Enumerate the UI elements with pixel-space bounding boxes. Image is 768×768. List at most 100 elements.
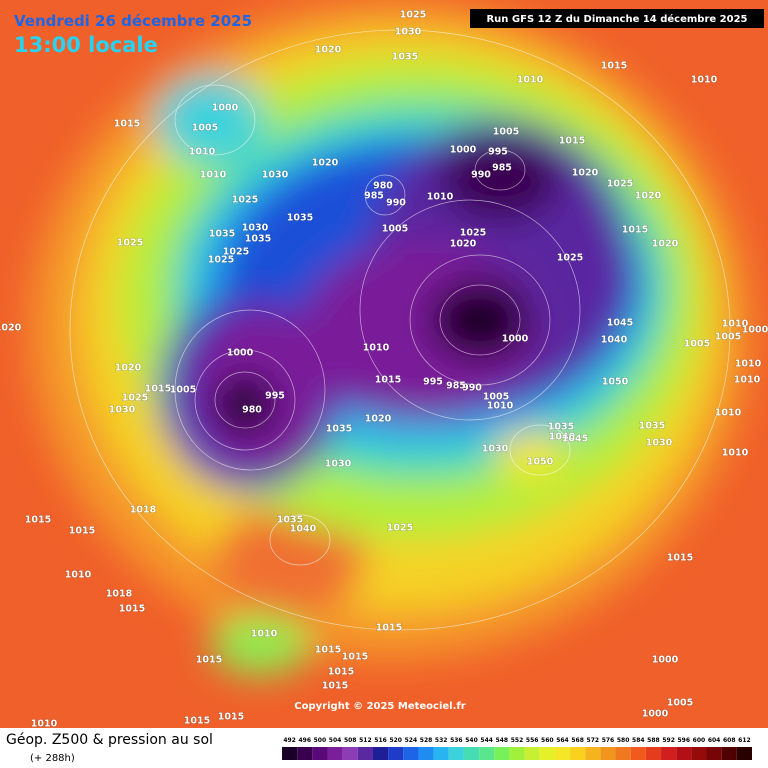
scale-label: 496 — [298, 737, 311, 744]
pressure-label: 1030 — [242, 223, 269, 234]
scale-swatch — [463, 747, 480, 760]
scale-swatch — [661, 747, 677, 760]
scale-label: 600 — [693, 737, 706, 744]
scale-label: 568 — [571, 737, 584, 744]
scale-label: 556 — [526, 737, 539, 744]
scale-swatch — [570, 747, 586, 760]
pressure-label: 1015 — [69, 526, 95, 537]
pressure-label: 1000 — [742, 325, 768, 336]
pressure-label: 1035 — [639, 421, 665, 432]
scale-swatch — [600, 747, 616, 760]
pressure-label: 1010 — [189, 147, 216, 158]
scale-swatch — [297, 747, 313, 760]
pressure-label: 1005 — [715, 332, 741, 343]
isobars — [69, 29, 731, 631]
pressure-label: 1025 — [122, 393, 148, 404]
pressure-label: 1020 — [572, 168, 599, 179]
pressure-label: 985 — [364, 191, 384, 202]
scale-swatch — [615, 747, 631, 760]
scale-label: 608 — [723, 737, 736, 744]
pressure-label: 1000 — [212, 103, 239, 114]
pressure-label: 1035 — [277, 515, 303, 526]
scale-swatch — [418, 747, 434, 760]
scale-label: 500 — [314, 737, 327, 744]
pressure-label: 1015 — [184, 716, 210, 727]
pressure-label: 1035 — [245, 234, 271, 245]
pressure-label: 1020 — [450, 239, 477, 250]
pressure-label: 1005 — [192, 123, 218, 134]
scale-label: 504 — [329, 737, 342, 744]
pressure-label: 1030 — [262, 170, 289, 181]
scale-label: 596 — [678, 737, 691, 744]
pressure-label: 1005 — [382, 224, 408, 235]
pressure-label: 1020 — [312, 158, 339, 169]
pressure-label: 1015 — [342, 652, 368, 663]
scale-swatch — [433, 747, 449, 760]
pressure-label: 1050 — [602, 377, 629, 388]
scale-swatch — [448, 747, 464, 760]
pressure-label: 1015 — [25, 515, 51, 526]
pressure-label: 1015 — [375, 375, 401, 386]
pressure-label: 1025 — [557, 253, 583, 264]
scale-label: 612 — [738, 737, 751, 744]
scale-label: 584 — [632, 737, 645, 744]
pressure-label: 1015 — [622, 225, 648, 236]
pressure-label: 1010 — [427, 192, 454, 203]
pressure-label: 1035 — [326, 424, 352, 435]
scale-swatch — [539, 747, 555, 760]
pressure-label: 1010 — [363, 343, 390, 354]
pressure-label: 1025 — [208, 255, 234, 266]
pressure-label: 1000 — [652, 655, 679, 666]
pressure-label: 1015 — [322, 681, 348, 692]
scale-label: 492 — [283, 737, 296, 744]
pressure-label: 1010 — [487, 401, 514, 412]
scale-label: 536 — [450, 737, 463, 744]
scale-label: 564 — [556, 737, 569, 744]
pressure-label: 1015 — [196, 655, 222, 666]
scale-label: 548 — [496, 737, 509, 744]
scale-swatch — [721, 747, 737, 760]
pressure-label: 1020 — [115, 363, 142, 374]
pressure-label: 1020 — [652, 239, 679, 250]
pressure-label: 1025 — [400, 10, 426, 21]
pressure-label: 1018 — [130, 505, 157, 516]
pressure-label: 1010 — [722, 448, 749, 459]
pressure-label: 1035 — [392, 52, 418, 63]
pressure-label: 1035 — [209, 229, 235, 240]
height-field — [0, 0, 768, 728]
scale-label: 532 — [435, 737, 448, 744]
scale-label: 576 — [602, 737, 615, 744]
pressure-label: 1025 — [460, 228, 486, 239]
copyright: Copyright © 2025 Meteociel.fr — [294, 701, 465, 712]
run-box — [470, 9, 764, 28]
scale-swatch — [282, 747, 298, 760]
pressure-label: 1025 — [607, 179, 633, 190]
pressure-label: 1010 — [31, 719, 58, 730]
pressure-label: 1000 — [642, 709, 669, 720]
pressure-label: 995 — [265, 391, 285, 402]
scale-label: 552 — [511, 737, 524, 744]
pressure-label: 1010 — [715, 408, 742, 419]
pressure-label: 1015 — [559, 136, 585, 147]
scale-swatch — [524, 747, 540, 760]
pressure-label: 1015 — [376, 623, 402, 634]
scale-label: 580 — [617, 737, 630, 744]
pressure-label: 1010 — [65, 570, 92, 581]
pressure-label: 1010 — [691, 75, 718, 86]
pressure-label: 1020 — [0, 323, 22, 334]
scale-swatch — [554, 747, 571, 760]
pressure-label: 1018 — [106, 589, 133, 600]
scale-swatch — [691, 747, 707, 760]
pressure-label: 1035 — [287, 213, 313, 224]
pressure-label: 1050 — [527, 457, 554, 468]
pressure-label: 990 — [471, 170, 491, 181]
scale-label: 540 — [465, 737, 478, 744]
pressure-label: 1000 — [227, 348, 254, 359]
date: Vendredi 26 décembre 2025 — [14, 12, 252, 30]
scale-label: 592 — [662, 737, 675, 744]
pressure-label: 1010 — [735, 359, 762, 370]
scale-swatch — [342, 747, 358, 760]
pressure-label: 1015 — [218, 712, 244, 723]
pressure-label: 990 — [386, 198, 406, 209]
